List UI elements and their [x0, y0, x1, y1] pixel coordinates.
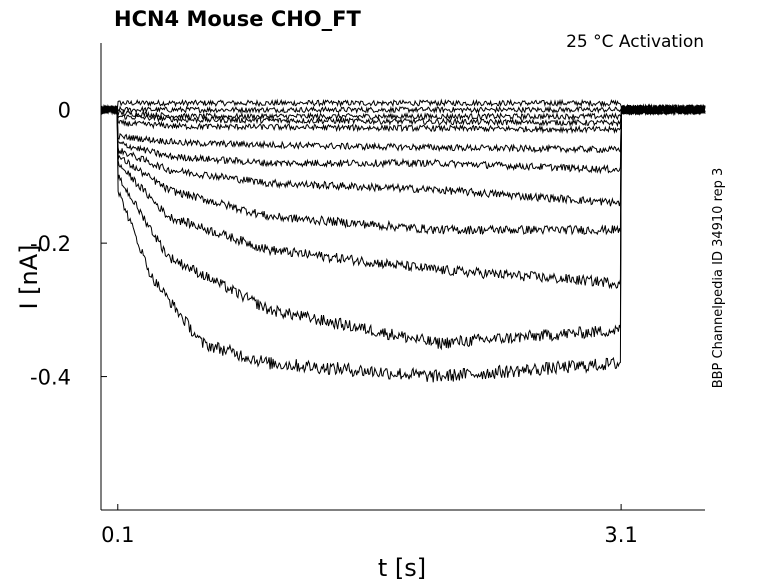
x-tick-label: 0.1: [101, 523, 134, 547]
current-trace: [100, 103, 706, 290]
current-trace: [100, 103, 706, 121]
y-axis-label: I [nA]: [15, 244, 43, 309]
current-trace: [100, 103, 706, 236]
x-axis-label: t [s]: [378, 554, 426, 582]
y-tick-label: 0: [58, 99, 71, 123]
current-trace: [100, 103, 706, 116]
x-tick-label: 3.1: [604, 523, 637, 547]
current-trace: [100, 103, 706, 128]
current-trace: [100, 104, 706, 351]
current-trace: [100, 104, 706, 207]
side-label: BBP Channelpedia ID 34910 rep 3: [711, 168, 726, 389]
current-trace: [100, 103, 706, 154]
current-trace: [100, 104, 706, 175]
y-tick-label: -0.4: [30, 366, 71, 390]
chart-title: HCN4 Mouse CHO_FT: [114, 7, 361, 31]
current-trace: [100, 103, 706, 135]
y-tick-label: -0.2: [30, 232, 71, 256]
current-trace: [100, 103, 706, 383]
current-trace: [100, 98, 706, 116]
chart-subtitle: 25 °C Activation: [566, 32, 704, 52]
